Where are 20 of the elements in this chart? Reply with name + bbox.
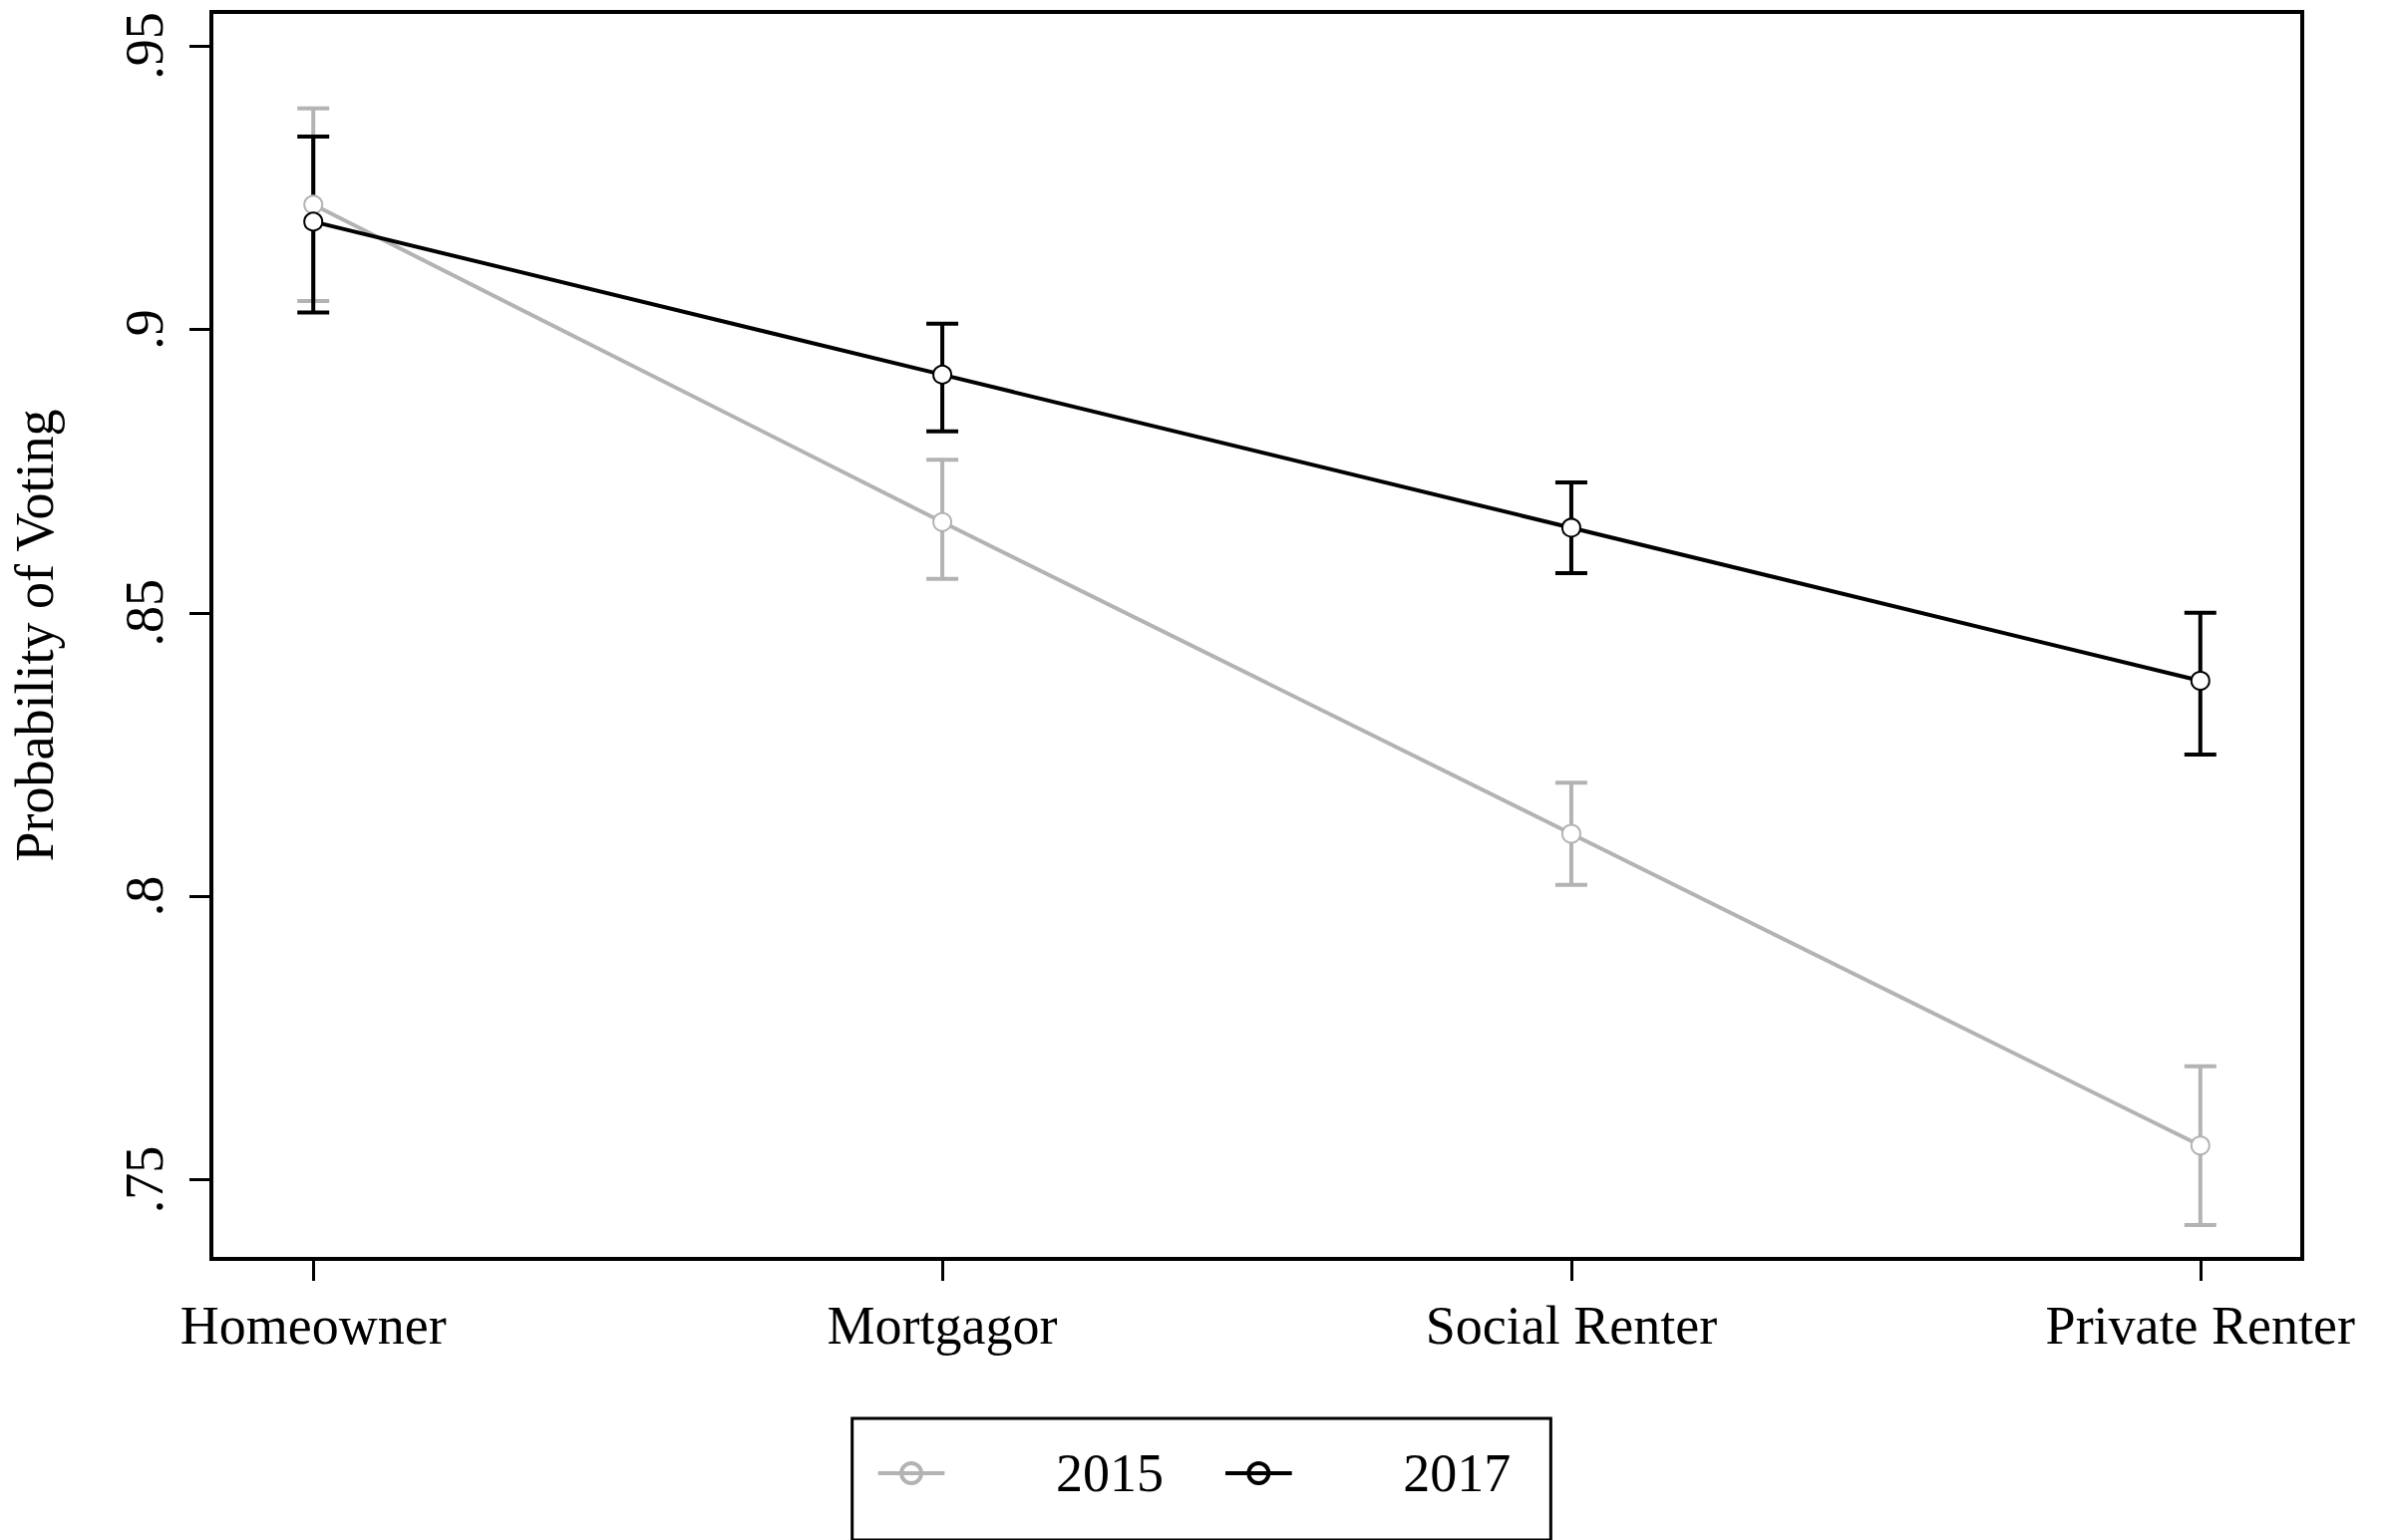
x-tick-label: Mortgagor: [827, 1296, 1058, 1356]
point: [2190, 671, 2211, 691]
point: [1560, 823, 1581, 844]
y-tick-label: .8: [115, 875, 174, 917]
y-tick-label: .75: [115, 1145, 174, 1214]
legend-label: 2015: [1056, 1443, 1164, 1503]
x-tick-label: Social Renter: [1425, 1296, 1718, 1356]
y-tick-label: .95: [115, 12, 174, 80]
point: [303, 211, 324, 232]
point: [1560, 517, 1581, 538]
x-tick-label: Homeowner: [179, 1296, 447, 1356]
x-tick-label: Private Renter: [2045, 1296, 2356, 1356]
y-tick-label: .9: [115, 309, 174, 350]
point: [932, 511, 953, 532]
point: [932, 364, 953, 385]
y-axis-title: Probability of Voting: [5, 409, 65, 862]
legend-label: 2017: [1403, 1443, 1512, 1503]
point: [303, 194, 324, 215]
y-tick-label: .85: [115, 579, 174, 647]
point: [2190, 1135, 2211, 1156]
